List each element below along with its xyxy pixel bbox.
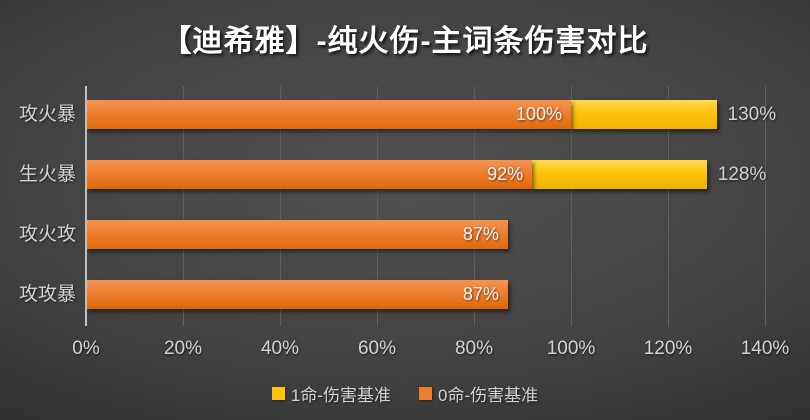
y-axis-line [85, 86, 87, 326]
bar-segment-base: 92% [86, 160, 533, 189]
bar-segment-base: 100% [86, 100, 571, 129]
legend-item: 1命-伤害基准 [271, 381, 391, 406]
category-label: 攻火攻 [18, 224, 76, 245]
gridline [183, 86, 184, 326]
plot-area: 100% 130% 92% 128% 87% 87% [85, 86, 776, 326]
bar-row: 87% [86, 280, 765, 309]
gridline [474, 86, 475, 326]
chart-title: 【迪希雅】-纯火伤-主词条伤害对比 [161, 25, 649, 58]
legend-swatch-yellow-icon [271, 387, 285, 400]
legend-label: 0命-伤害基准 [438, 386, 539, 405]
bar-value-label: 100% [515, 104, 562, 124]
legend-label: 1命-伤害基准 [290, 386, 391, 405]
legend: 1命-伤害基准 0命-伤害基准 [0, 381, 810, 406]
bar-segment-base: 87% [86, 220, 508, 249]
legend-item: 0命-伤害基准 [419, 381, 538, 406]
bar-row: 92% 128% [86, 160, 767, 189]
legend-swatch-orange-icon [419, 387, 432, 400]
x-tick-label: 140% [740, 338, 790, 359]
bar-row: 100% 130% [86, 100, 776, 129]
bar-total-label: 128% [717, 164, 767, 185]
x-tick-label: 60% [357, 338, 397, 359]
bar-value-label: 87% [462, 224, 499, 244]
category-label: 攻火暴 [18, 104, 76, 125]
x-tick-label: 40% [260, 338, 300, 359]
category-label: 生火暴 [18, 164, 76, 185]
gridline [765, 86, 766, 326]
category-label: 攻攻暴 [18, 284, 76, 305]
x-tick-label: 100% [546, 338, 596, 359]
bar-total-label: 130% [727, 104, 777, 125]
gridline [377, 86, 378, 326]
x-tick-label: 120% [643, 338, 693, 359]
x-tick-label: 20% [163, 338, 203, 359]
gridline [668, 86, 669, 326]
x-tick-label: 80% [454, 338, 494, 359]
bar-segment-base: 87% [86, 280, 508, 309]
bar-segment-extension [532, 160, 707, 189]
bar-row: 87% [86, 220, 765, 249]
bar-value-label: 87% [462, 284, 499, 304]
gridline [571, 86, 572, 326]
gridline [280, 86, 281, 326]
x-tick-label: 0% [72, 338, 100, 359]
bar-value-label: 92% [487, 164, 524, 184]
bar-segment-extension [571, 100, 717, 129]
